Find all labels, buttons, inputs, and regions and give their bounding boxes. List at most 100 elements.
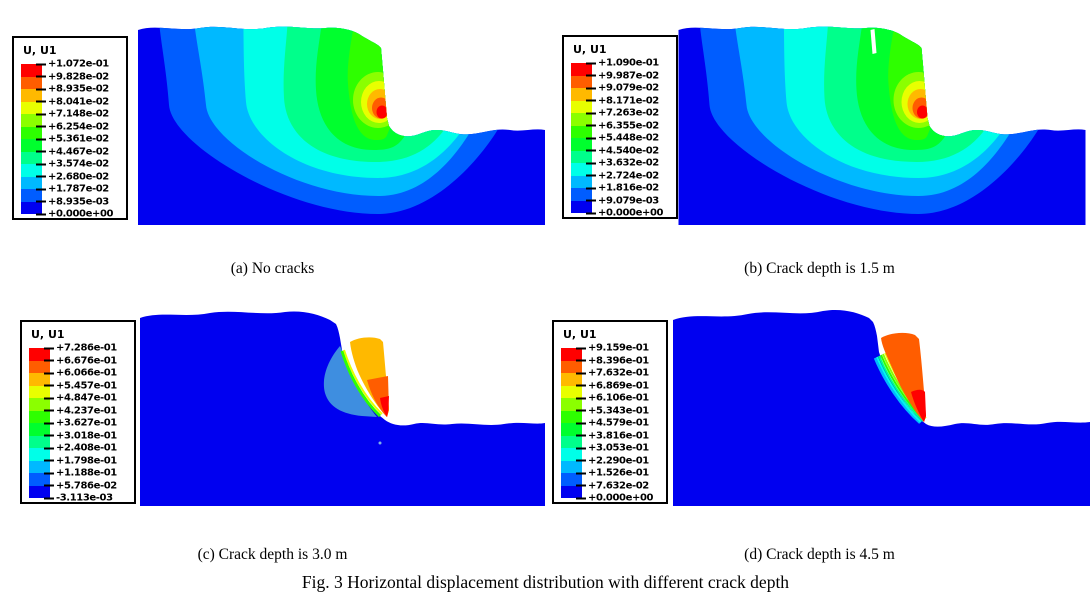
sliding-block-core bbox=[380, 396, 389, 417]
legend-color-swatch bbox=[571, 100, 592, 113]
legend-tick bbox=[44, 359, 54, 362]
legend-value: +1.798e-01 bbox=[44, 455, 117, 466]
legend-color-swatch bbox=[571, 188, 592, 201]
legend-value: +1.787e-02 bbox=[36, 184, 109, 195]
legend-value: +4.847e-01 bbox=[44, 393, 117, 404]
legend-color-swatch bbox=[21, 64, 42, 77]
contour-plot-c bbox=[140, 311, 545, 506]
legend-tick bbox=[586, 187, 596, 189]
legend-values: +9.159e-01 +8.396e-01 +7.632e-01 +6.869e-01… bbox=[576, 343, 666, 504]
legend-value: +3.053e-01 bbox=[576, 443, 649, 454]
legend-value: +4.467e-02 bbox=[36, 146, 109, 157]
legend-tick bbox=[36, 125, 46, 128]
legend-color-swatch bbox=[29, 423, 50, 436]
legend-title: U, U1 bbox=[573, 43, 607, 56]
legend-value: +8.935e-03 bbox=[36, 196, 109, 207]
legend-tick bbox=[586, 174, 596, 177]
contour-plot-d bbox=[673, 309, 1090, 506]
legend-value: +9.159e-01 bbox=[576, 343, 649, 354]
legend-value: +7.632e-02 bbox=[576, 480, 649, 491]
panel-caption-b: (b) Crack depth is 1.5 m bbox=[744, 260, 895, 277]
legend-color-swatch bbox=[21, 164, 42, 177]
legend-color-swatch bbox=[29, 348, 50, 361]
legend-color-swatch bbox=[571, 138, 592, 151]
legend-tick bbox=[44, 347, 54, 349]
legend-tick bbox=[576, 397, 586, 399]
legend-color-swatch bbox=[29, 460, 50, 473]
legend-tick bbox=[576, 347, 586, 349]
legend-value: +8.171e-02 bbox=[586, 95, 659, 106]
legend-value: +4.579e-01 bbox=[576, 418, 649, 429]
legend-tick bbox=[44, 459, 54, 462]
legend-value: +8.935e-02 bbox=[36, 84, 109, 95]
legend-color-swatch bbox=[561, 410, 582, 423]
legend-color-swatch bbox=[21, 126, 42, 139]
legend-tick bbox=[586, 137, 596, 139]
legend-color-swatch bbox=[561, 398, 582, 411]
legend-color-swatch bbox=[571, 200, 592, 213]
legend-tick bbox=[576, 409, 586, 412]
displacement-speck bbox=[378, 441, 382, 445]
legend-color-swatch bbox=[21, 176, 42, 189]
legend-color-swatch bbox=[21, 76, 42, 89]
legend-tick bbox=[44, 384, 54, 387]
legend-color-swatch bbox=[29, 448, 50, 461]
legend-values: +7.286e-01 +6.676e-01 +6.066e-01 +5.457e-01… bbox=[44, 343, 134, 504]
legend-value: +8.041e-02 bbox=[36, 96, 109, 107]
legend-value: +5.361e-02 bbox=[36, 134, 109, 145]
legend-color-swatch bbox=[561, 485, 582, 498]
legend-value: +9.079e-02 bbox=[586, 83, 659, 94]
legend-value: +6.066e-01 bbox=[44, 368, 117, 379]
legend-value: -3.113e-03 bbox=[44, 493, 113, 504]
legend-tick bbox=[44, 497, 54, 499]
legend-tick bbox=[36, 88, 46, 90]
legend-value: +9.079e-03 bbox=[586, 195, 659, 206]
legend-value: +5.457e-01 bbox=[44, 380, 117, 391]
legend-color-swatch bbox=[571, 163, 592, 176]
terrain-body bbox=[673, 309, 1090, 506]
contour-plot-b bbox=[678, 26, 1086, 225]
legend-color-swatch bbox=[29, 435, 50, 448]
legend-value: +2.408e-01 bbox=[44, 443, 117, 454]
contour-legend-a: U, U1 +1.072e-01 +9.828e-02 +8.935e-02 +8.0… bbox=[12, 36, 128, 220]
legend-tick bbox=[586, 74, 596, 77]
legend-tick bbox=[44, 422, 54, 424]
legend-tick bbox=[44, 397, 54, 399]
legend-value: +3.574e-02 bbox=[36, 159, 109, 170]
legend-tick bbox=[576, 372, 586, 374]
legend-value: +6.106e-01 bbox=[576, 393, 649, 404]
legend-color-swatch bbox=[561, 423, 582, 436]
legend-color-swatch bbox=[21, 139, 42, 152]
legend-color-swatch bbox=[21, 189, 42, 202]
legend-color-swatch bbox=[21, 89, 42, 102]
legend-value: +4.540e-02 bbox=[586, 145, 659, 156]
legend-color-scale bbox=[561, 348, 582, 504]
legend-value: +3.627e-01 bbox=[44, 418, 117, 429]
legend-value: +3.018e-01 bbox=[44, 430, 117, 441]
legend-color-swatch bbox=[29, 473, 50, 486]
legend-color-swatch bbox=[29, 373, 50, 386]
legend-tick bbox=[576, 359, 586, 362]
legend-color-swatch bbox=[571, 125, 592, 138]
contour-plot-a bbox=[138, 26, 545, 225]
legend-value: +1.816e-02 bbox=[586, 183, 659, 194]
legend-values: +1.090e-01 +9.987e-02 +9.079e-02 +8.171e-02… bbox=[586, 58, 676, 219]
legend-values: +1.072e-01 +9.828e-02 +8.935e-02 +8.041e-02… bbox=[36, 59, 126, 220]
legend-tick bbox=[586, 99, 596, 102]
legend-scale: +1.072e-01 +9.828e-02 +8.935e-02 +8.041e-02… bbox=[21, 59, 126, 220]
legend-color-swatch bbox=[571, 175, 592, 188]
legend-value: +6.254e-02 bbox=[36, 121, 109, 132]
legend-tick bbox=[576, 447, 586, 449]
legend-value: +0.000e+00 bbox=[586, 208, 663, 219]
legend-value: +5.448e-02 bbox=[586, 133, 659, 144]
legend-tick bbox=[586, 87, 596, 89]
legend-scale: +7.286e-01 +6.676e-01 +6.066e-01 +5.457e-01… bbox=[29, 343, 134, 504]
legend-tick bbox=[586, 62, 596, 64]
legend-color-swatch bbox=[561, 373, 582, 386]
legend-tick bbox=[36, 75, 46, 78]
legend-tick bbox=[36, 113, 46, 115]
slip-surface-band bbox=[340, 350, 382, 418]
legend-tick bbox=[44, 409, 54, 412]
legend-tick bbox=[36, 213, 46, 215]
legend-tick bbox=[44, 484, 54, 487]
